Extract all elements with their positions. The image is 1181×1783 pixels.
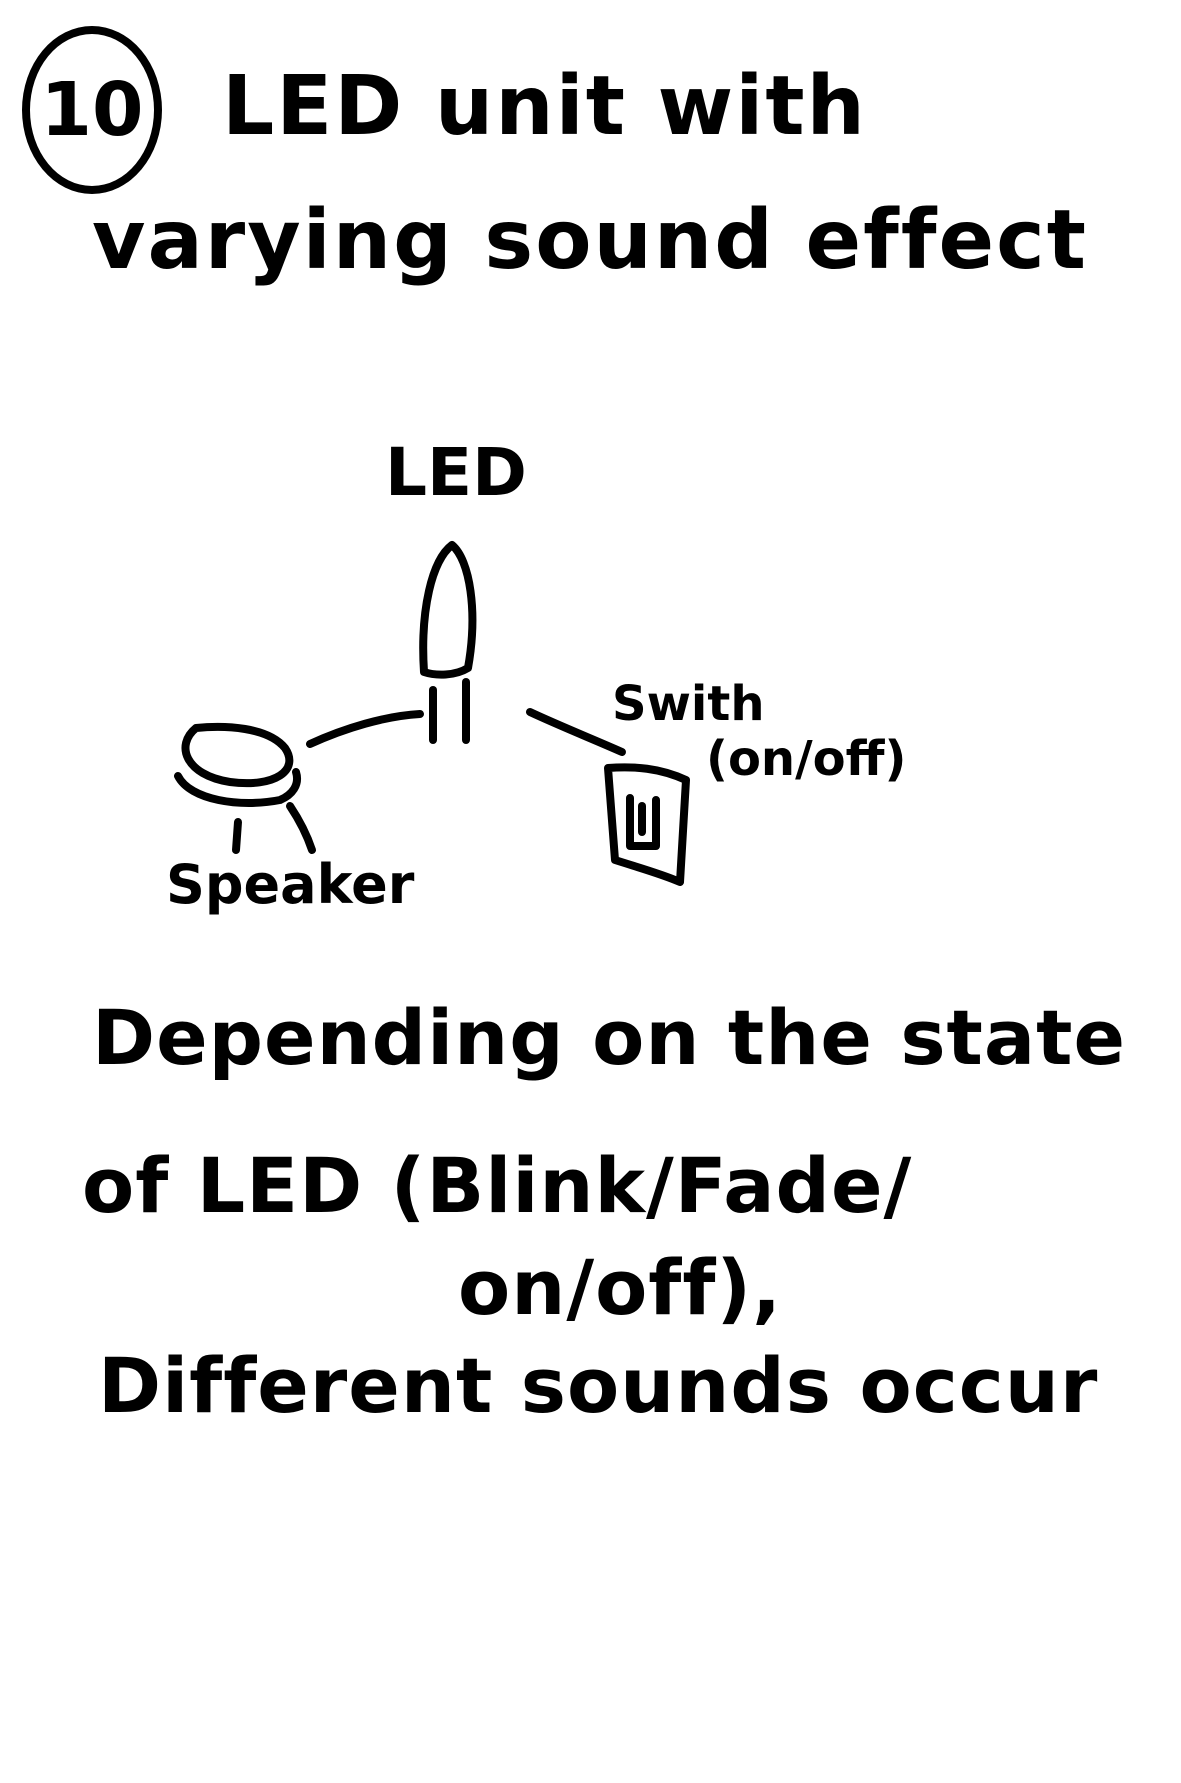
description-line-1: Depending on the state [92,993,1127,1082]
speaker-label: Speaker [166,853,415,916]
description-line-3: on/off), [458,1243,783,1332]
number-text: 10 [40,67,144,153]
switch-state-label: (on/off) [706,731,907,787]
speaker-icon [174,722,316,854]
led-label: LED [385,434,527,511]
wire-led-speaker [306,710,424,748]
speaker-top [181,722,294,788]
title-line-1: LED unit with [222,59,867,154]
description-line-2: of LED (Blink/Fade/ [82,1141,913,1230]
switch-icon [604,763,690,886]
number-badge: 10 [22,26,162,194]
switch-label: Swith [612,676,765,732]
speaker-rim [174,768,301,807]
title-line-2: varying sound effect [92,193,1088,288]
switch-toggle [626,794,660,850]
wire-led-switch [526,708,626,756]
led-bulb [419,541,477,679]
switch-body [604,763,690,886]
led-icon [419,541,477,744]
speaker-leg-right [286,802,316,854]
description-line-4: Different sounds occur [98,1341,1099,1430]
speaker-leg-left [232,818,242,854]
